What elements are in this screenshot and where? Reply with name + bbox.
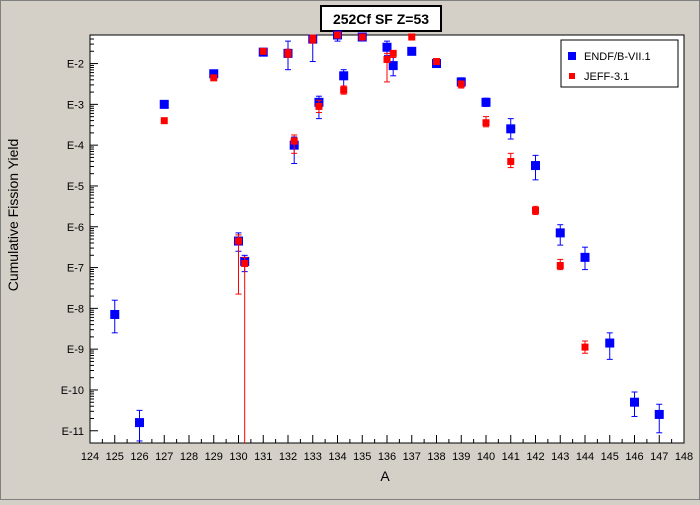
legend-marker xyxy=(569,73,575,79)
data-point xyxy=(358,33,366,41)
data-point xyxy=(309,35,317,43)
y-tick-label: E-2 xyxy=(67,59,84,71)
data-point xyxy=(259,47,267,55)
data-point xyxy=(159,99,169,109)
y-tick-label: E-3 xyxy=(67,99,84,111)
x-tick-label: 132 xyxy=(279,451,297,463)
y-tick-label: E-5 xyxy=(67,181,84,193)
data-point xyxy=(531,161,540,171)
legend-label: ENDF/B-VII.1 xyxy=(584,51,651,63)
x-tick-label: 133 xyxy=(304,451,322,463)
x-tick-label: 125 xyxy=(106,451,124,463)
data-point xyxy=(284,49,292,57)
data-point xyxy=(481,97,491,107)
x-tick-label: 127 xyxy=(155,451,173,463)
data-point xyxy=(556,262,564,270)
legend: ENDF/B-VII.1 JEFF-3.1 xyxy=(560,39,679,88)
x-tick-label: 142 xyxy=(526,451,544,463)
data-point xyxy=(235,237,242,245)
y-tick-label: E-11 xyxy=(62,426,84,438)
x-tick-label: 126 xyxy=(130,451,148,463)
data-point xyxy=(433,58,440,66)
x-tick-label: 130 xyxy=(229,451,247,463)
x-tick-label: 146 xyxy=(625,451,643,463)
data-point xyxy=(383,55,391,63)
chart-title: 252Cf SF Z=53 xyxy=(333,11,429,27)
data-point xyxy=(210,74,218,82)
x-tick-label: 143 xyxy=(551,451,569,463)
data-point xyxy=(315,102,323,110)
data-point xyxy=(555,228,565,238)
x-tick-label: 136 xyxy=(378,451,396,463)
x-tick-label: 141 xyxy=(502,451,520,463)
x-tick-label: 140 xyxy=(477,451,495,463)
x-tick-label: 131 xyxy=(254,451,272,463)
data-point xyxy=(135,418,144,428)
data-point xyxy=(388,61,398,71)
y-tick-label: E-8 xyxy=(67,303,84,315)
x-axis-label: A xyxy=(380,468,390,484)
x-tick-label: 145 xyxy=(601,451,619,463)
x-tick-label: 138 xyxy=(427,451,445,463)
data-point xyxy=(580,252,590,262)
y-axis-label: Cumulative Fission Yield xyxy=(5,139,21,292)
x-tick-label: 124 xyxy=(81,451,99,463)
data-point xyxy=(654,409,664,419)
data-point xyxy=(160,117,168,125)
data-point xyxy=(407,46,417,56)
x-tick-label: 137 xyxy=(403,451,421,463)
data-point xyxy=(408,33,416,41)
y-tick-label: E-4 xyxy=(67,140,84,152)
data-point xyxy=(340,86,348,94)
x-tick-label: 129 xyxy=(205,451,223,463)
x-tick-label: 135 xyxy=(353,451,371,463)
data-point xyxy=(581,343,589,351)
data-point xyxy=(339,71,349,81)
series-1 xyxy=(160,31,589,443)
data-point xyxy=(334,31,341,39)
x-tick-label: 134 xyxy=(328,451,346,463)
legend-label: JEFF-3.1 xyxy=(584,71,629,83)
data-point xyxy=(110,309,120,319)
y-tick-label: E-9 xyxy=(67,344,84,356)
data-point xyxy=(457,80,465,88)
y-tick-label: E-6 xyxy=(67,222,84,234)
x-tick-label: 128 xyxy=(180,451,198,463)
x-tick-label: 148 xyxy=(675,451,693,463)
legend-box xyxy=(560,39,679,88)
y-tick-label: E-10 xyxy=(61,385,84,397)
data-point xyxy=(532,206,539,214)
x-axis: 124 125 126 127 128 129 130 131 132 133 134 135 136 1… xyxy=(81,435,693,463)
y-axis: E-2 E-3 E-4 E-5 E-6 E-7 E-8 E-9 E-10 E-11 xyxy=(61,34,98,438)
plot-area xyxy=(89,34,685,444)
legend-marker xyxy=(568,52,576,60)
data-point xyxy=(290,137,298,145)
data-point xyxy=(482,119,490,127)
data-point xyxy=(507,157,515,165)
data-point xyxy=(241,259,249,267)
data-point xyxy=(209,69,219,79)
x-tick-label: 139 xyxy=(452,451,470,463)
data-point xyxy=(389,49,397,57)
title-box: 252Cf SF Z=53 xyxy=(320,5,442,32)
series-layer xyxy=(110,30,664,443)
data-point xyxy=(382,42,392,52)
data-point xyxy=(506,124,516,134)
data-point xyxy=(605,338,615,348)
x-tick-label: 144 xyxy=(576,451,594,463)
data-point xyxy=(630,397,639,407)
x-tick-label: 147 xyxy=(650,451,668,463)
y-tick-label: E-7 xyxy=(67,263,84,275)
